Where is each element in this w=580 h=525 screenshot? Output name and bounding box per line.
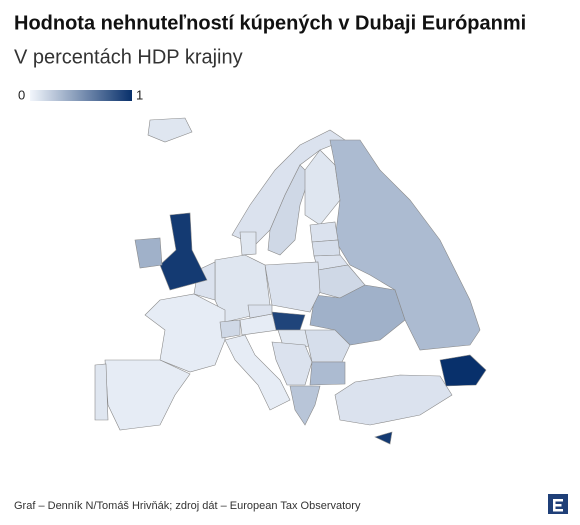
region: [144, 293, 226, 373]
region: [147, 117, 193, 143]
region: [304, 329, 351, 363]
region: [264, 261, 321, 313]
region: [267, 164, 311, 256]
region: [247, 304, 273, 319]
region: [439, 354, 487, 387]
region: [219, 319, 241, 339]
region: [334, 374, 453, 426]
legend-gradient: [30, 90, 132, 101]
footer: Graf – Denník N/Tomáš Hrivňák; zdroj dát…: [14, 500, 361, 512]
region: [224, 334, 291, 411]
region: [309, 221, 339, 243]
region: [239, 231, 257, 256]
region: [271, 311, 306, 331]
logo: [548, 494, 568, 514]
title: Hodnota nehnuteľností kúpených v Dubaji …: [14, 12, 526, 34]
legend-min: 0: [18, 87, 25, 102]
region: [374, 431, 393, 445]
legend-max: 1: [136, 87, 143, 102]
region: [94, 363, 109, 421]
region: [309, 284, 406, 346]
region: [134, 237, 163, 269]
region: [311, 239, 341, 257]
map: [94, 117, 487, 445]
region: [289, 385, 321, 426]
region: [271, 341, 313, 386]
region: [159, 212, 208, 291]
region: [309, 361, 346, 386]
region: [104, 359, 191, 431]
subtitle: V percentách HDP krajiny: [14, 46, 243, 68]
